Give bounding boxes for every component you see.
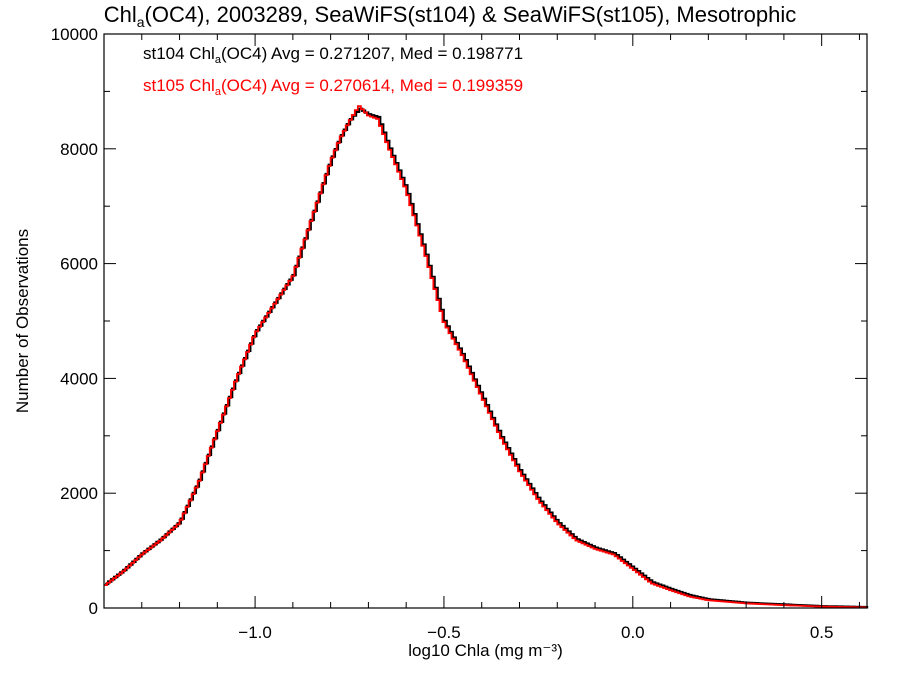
annotation-st105-prefix: st105 Chl (143, 76, 215, 95)
y-tick-label: 10000 (51, 25, 98, 44)
annotation-st105-suffix: (OC4) Avg = 0.270614, Med = 0.199359 (220, 76, 524, 95)
y-tick-label: 6000 (60, 255, 98, 274)
x-tick-label: 0.5 (810, 623, 834, 642)
x-tick-label: −1.0 (238, 623, 272, 642)
y-tick-label: 2000 (60, 484, 98, 503)
annotation-st104-suffix: (OC4) Avg = 0.271207, Med = 0.198771 (220, 44, 524, 63)
series-layer (104, 105, 869, 609)
annotation-st104-prefix: st104 Chl (143, 44, 215, 63)
x-tick-label: 0.0 (621, 623, 645, 642)
y-tick-label: 4000 (60, 369, 98, 388)
plot-frame (103, 33, 868, 609)
y-tick-label: 0 (89, 599, 98, 618)
series-st105-line (104, 105, 867, 609)
annotation-st105-sub: a (214, 86, 221, 98)
chart-title-prefix: Chl (103, 2, 137, 27)
chart-title: Chla(OC4), 2003289, SeaWiFS(st104) & Sea… (0, 2, 900, 30)
annotation-st104-sub: a (214, 54, 221, 66)
x-tick-label: −0.5 (427, 623, 461, 642)
x-axis-label: log10 Chla (mg m⁻³) (408, 641, 562, 660)
series-st104-line (105, 107, 869, 609)
annotation-st104: st104 Chla(OC4) Avg = 0.271207, Med = 0.… (143, 44, 523, 66)
y-tick-label: 8000 (60, 140, 98, 159)
chart-title-sub: a (136, 14, 145, 30)
y-axis-label: Number of Observations (13, 229, 32, 413)
ticks-layer: −1.0 −0.5 0.0 0.5 0 2000 4000 6000 8000 10000 (51, 25, 867, 642)
annotation-st105: st105 Chla(OC4) Avg = 0.270614, Med = 0.… (143, 76, 523, 98)
chart-title-suffix: (OC4), 2003289, SeaWiFS(st104) & SeaWiFS… (144, 2, 797, 27)
